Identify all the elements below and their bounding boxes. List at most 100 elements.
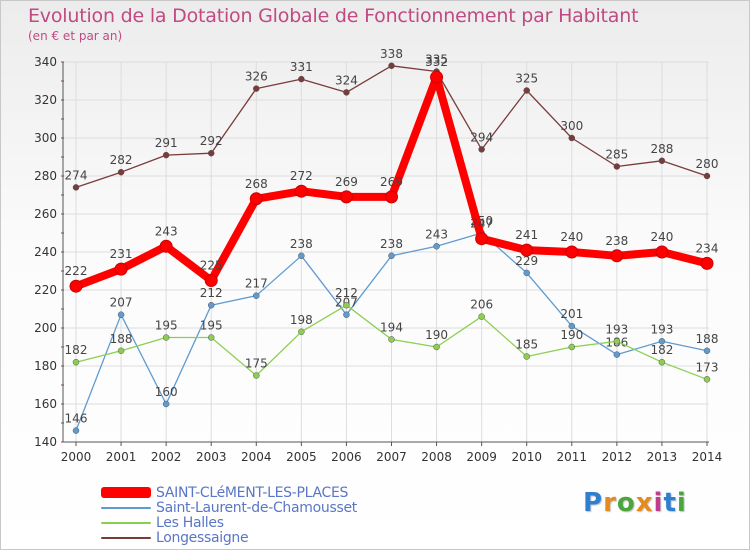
x-tick-label: 2007	[376, 450, 407, 464]
series-1-point	[523, 269, 530, 277]
series-0-point	[523, 87, 530, 94]
series-2-point	[388, 336, 395, 343]
series-2-point	[117, 347, 125, 355]
series-3-data-label: 269	[380, 175, 403, 189]
series-3-data-label: 268	[245, 177, 268, 191]
y-tick-label: 240	[34, 245, 57, 259]
y-tick-label: 220	[34, 283, 57, 297]
chart-title: Evolution de la Dotation Globale de Fonc…	[28, 5, 639, 27]
logo-letter: x	[635, 488, 654, 518]
series-3-data-label: 231	[110, 247, 133, 261]
series-3-point	[159, 239, 173, 253]
series-1-point	[388, 252, 395, 260]
y-tick-label: 260	[34, 207, 57, 221]
series-0-point	[703, 172, 711, 180]
series-1-data-label: 238	[380, 237, 403, 251]
series-3-data-label: 269	[335, 175, 358, 189]
series-1-data-label: 212	[200, 286, 223, 300]
series-2-point	[568, 343, 576, 351]
x-tick-label: 2002	[151, 450, 182, 464]
legend: SAINT-CLéMENT-LES-PLACES Saint-Laurent-d…	[101, 484, 357, 546]
series-2-data-label: 206	[470, 298, 493, 312]
series-1-point	[72, 427, 80, 434]
legend-item-saint-laurent[interactable]: Saint-Laurent-de-Chamousset	[101, 500, 357, 516]
legend-swatch-longessaigne	[101, 536, 151, 539]
logo-letter: i	[653, 488, 664, 518]
series-3-data-label: 332	[425, 55, 448, 69]
x-tick-label: 2005	[286, 450, 317, 464]
legend-item-saint-clement[interactable]: SAINT-CLéMENT-LES-PLACES	[101, 484, 357, 501]
x-tick-label: 2014	[692, 450, 723, 464]
legend-item-longessaigne[interactable]: Longessaigne	[101, 529, 357, 546]
series-2-point	[72, 358, 80, 366]
series-1-point	[253, 292, 260, 299]
series-1-point	[433, 243, 440, 250]
series-2-point	[162, 334, 170, 341]
series-2-point	[703, 376, 711, 383]
series-1-data-label: 146	[65, 412, 88, 426]
x-tick-label: 2003	[196, 450, 227, 464]
legend-swatch-les-halles	[101, 521, 151, 524]
y-tick-label: 160	[34, 397, 57, 411]
series-3-data-label: 241	[515, 228, 538, 242]
series-0-data-label: 338	[380, 47, 403, 61]
y-tick-label: 140	[34, 435, 57, 449]
series-2-data-label: 175	[245, 357, 268, 371]
y-tick-label: 180	[34, 359, 57, 373]
series-0-data-label: 282	[110, 153, 133, 167]
series-3-point	[610, 249, 624, 263]
legend-item-les-halles[interactable]: Les Halles	[101, 514, 357, 531]
series-3-point	[475, 232, 489, 246]
series-2-data-label: 193	[605, 322, 628, 336]
series-1-data-label: 188	[696, 332, 719, 346]
series-0-data-label: 335	[425, 53, 448, 67]
series-3-data-label: 240	[650, 230, 673, 244]
series-1-data-label: 160	[155, 385, 178, 399]
series-1-data-label: 238	[290, 237, 313, 251]
series-0-point	[568, 134, 576, 142]
series-0-data-label: 280	[696, 157, 719, 171]
series-3-point	[565, 245, 579, 259]
series-2-point	[478, 313, 485, 320]
series-1-data-label: 229	[515, 254, 538, 268]
series-0-data-label: 326	[245, 70, 268, 84]
legend-label-longessaigne: Longessaigne	[156, 529, 249, 546]
series-1-data-label: 243	[425, 227, 448, 241]
series-0-data-label: 288	[650, 142, 673, 156]
series-1-point	[343, 311, 350, 318]
series-1-point	[703, 347, 711, 355]
series-1-point	[568, 322, 576, 330]
series-3-point	[69, 279, 83, 293]
series-2-data-label: 190	[560, 328, 583, 342]
series-0-data-label: 285	[605, 148, 628, 162]
series-2-data-label: 195	[200, 319, 223, 333]
series-1-point	[298, 252, 305, 260]
series-2-data-label: 185	[515, 338, 538, 352]
series-0-point	[117, 168, 125, 176]
x-tick-label: 2010	[511, 450, 542, 464]
series-2-data-label: 195	[155, 319, 178, 333]
series-0-data-label: 292	[200, 134, 223, 148]
series-3-data-label: 234	[696, 241, 719, 255]
series-0-data-label: 325	[515, 72, 538, 86]
x-tick-label: 2011	[557, 450, 588, 464]
series-0-data-label: 274	[65, 168, 88, 182]
series-2-data-label: 182	[65, 343, 88, 357]
series-2-data-label: 190	[425, 328, 448, 342]
series-2-data-label: 188	[110, 332, 133, 346]
legend-label-saint-clement: SAINT-CLéMENT-LES-PLACES	[156, 484, 349, 501]
series-2-point	[523, 353, 530, 360]
legend-label-les-halles: Les Halles	[156, 514, 224, 531]
series-2-data-label: 198	[290, 313, 313, 327]
x-tick-label: 2001	[106, 450, 137, 464]
series-2-point	[298, 328, 305, 336]
chart-subtitle: (en € et par an)	[28, 29, 123, 43]
series-0-point	[343, 89, 350, 96]
series-3-point	[204, 274, 218, 287]
series-0-data-label: 331	[290, 60, 313, 74]
y-tick-label: 280	[34, 169, 57, 183]
series-2-point	[207, 334, 215, 341]
series-3-point	[655, 245, 669, 259]
x-tick-label: 2006	[331, 450, 362, 464]
